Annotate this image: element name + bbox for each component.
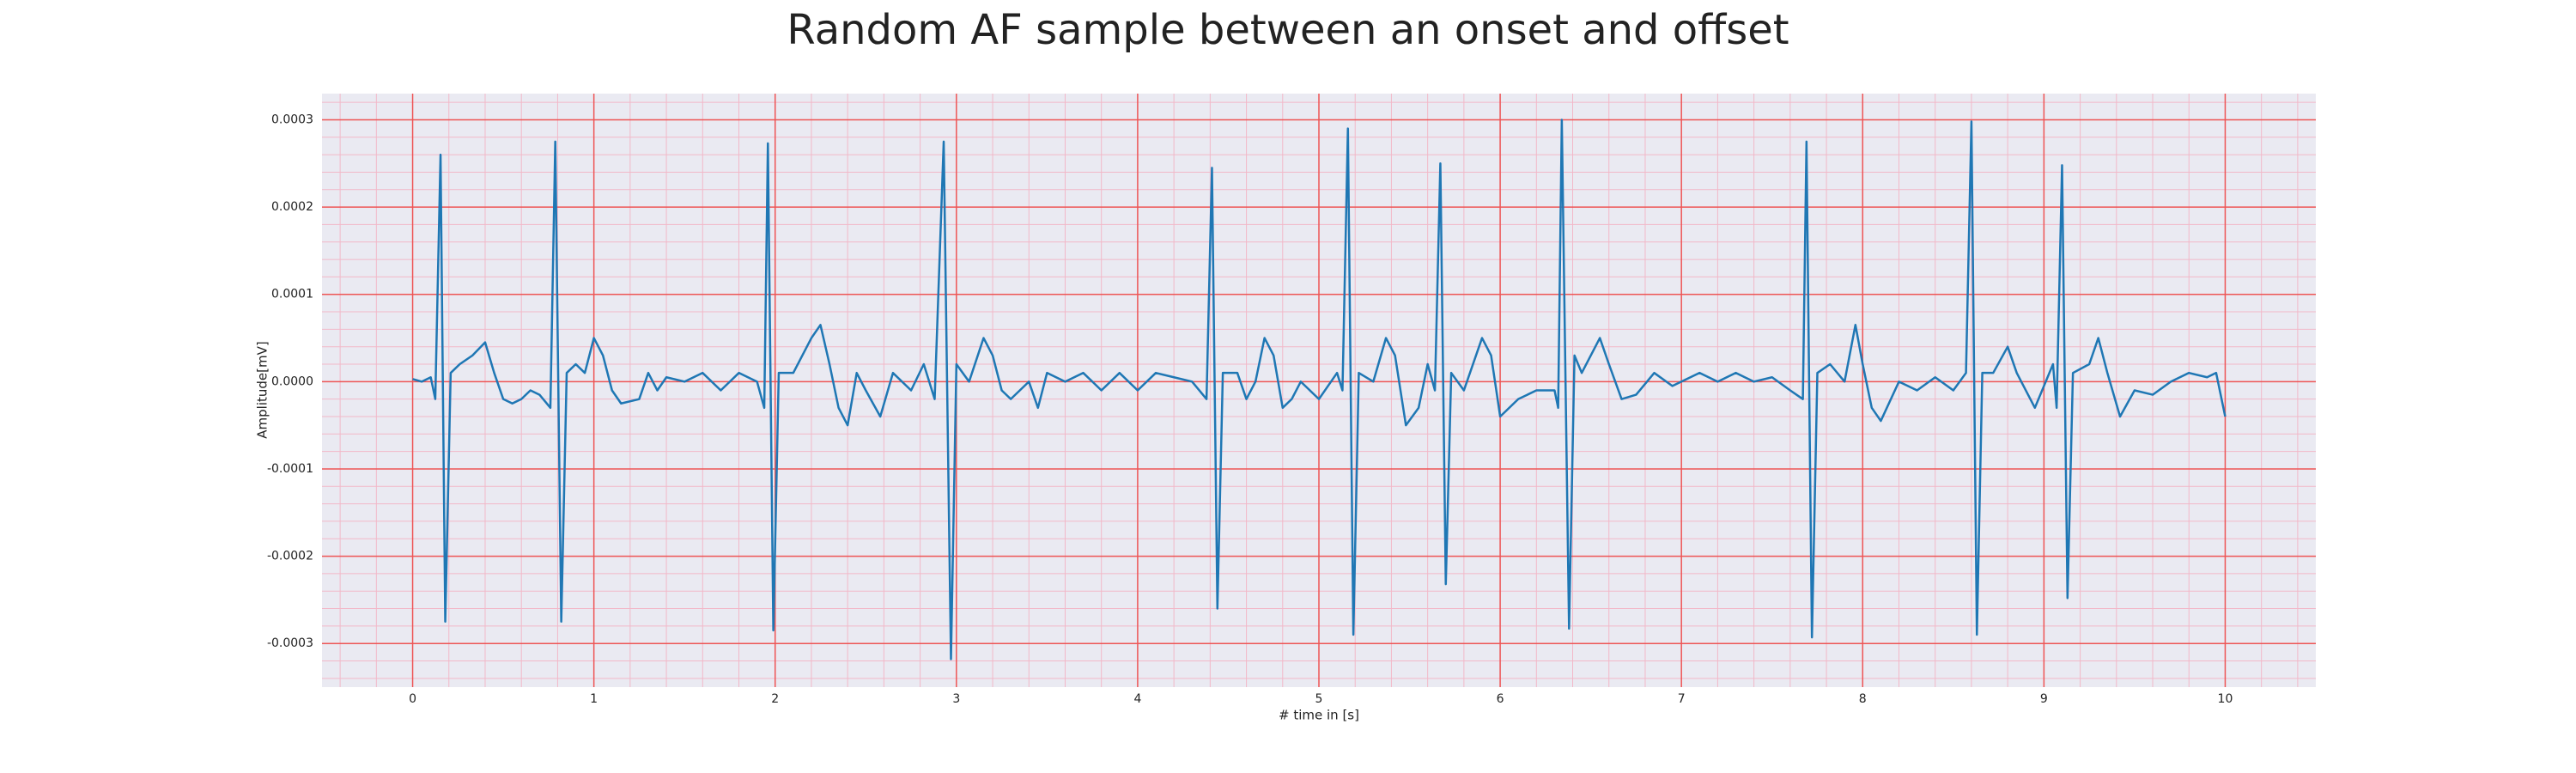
x-tick-label: 5 bbox=[1315, 692, 1323, 706]
x-tick-label: 6 bbox=[1497, 692, 1504, 706]
x-tick-label: 8 bbox=[1859, 692, 1867, 706]
y-tick-label: -0.0001 bbox=[267, 462, 313, 476]
x-tick-label: 3 bbox=[952, 692, 960, 706]
x-tick-label: 10 bbox=[2218, 692, 2233, 706]
x-tick-label: 2 bbox=[771, 692, 779, 706]
y-tick-label: -0.0003 bbox=[267, 636, 313, 650]
y-tick-label: 0.0001 bbox=[271, 288, 313, 301]
x-tick-label: 4 bbox=[1133, 692, 1141, 706]
x-axis-label: # time in [s] bbox=[1279, 708, 1359, 723]
y-tick-label: -0.0002 bbox=[267, 550, 313, 563]
y-tick-label: 0.0000 bbox=[271, 374, 313, 388]
x-tick-label: 0 bbox=[409, 692, 416, 706]
chart-title: Random AF sample between an onset and of… bbox=[787, 6, 1789, 54]
y-tick-label: 0.0003 bbox=[271, 113, 313, 126]
x-tick-label: 7 bbox=[1678, 692, 1686, 706]
signal-line bbox=[412, 119, 2227, 660]
x-tick-label: 9 bbox=[2040, 692, 2048, 706]
y-axis-label: Amplitude[mV] bbox=[255, 341, 270, 438]
y-tick-label: 0.0002 bbox=[271, 200, 313, 214]
x-tick-label: 1 bbox=[590, 692, 598, 706]
